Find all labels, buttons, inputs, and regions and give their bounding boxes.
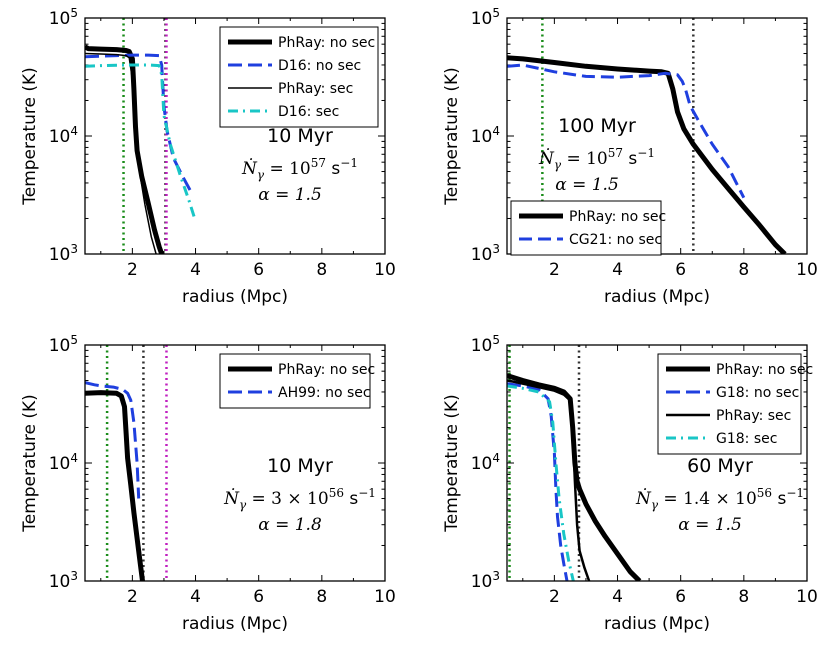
y-tick-label: 103 — [471, 242, 500, 265]
annotation-alpha: α = 1.5 — [258, 185, 322, 205]
series-line-phray-no-sec — [85, 390, 145, 581]
series-line-phray-no-sec — [507, 55, 787, 254]
x-tick-label: 2 — [549, 587, 560, 607]
legend-entry: CG21: no sec — [569, 232, 662, 248]
x-tick-label: 4 — [612, 587, 623, 607]
annotation-time: 10 Myr — [267, 455, 333, 477]
annotation-time: 10 Myr — [267, 125, 333, 147]
series-line-g18-no-sec — [507, 382, 569, 581]
annotation-rate: Ṅγ = 1057 s−1 — [241, 156, 358, 182]
plot-frame — [84, 17, 386, 255]
y-tick-label: 104 — [49, 451, 78, 474]
x-tick-label: 6 — [253, 260, 264, 280]
plot-area — [85, 345, 168, 581]
annotation-alpha: α = 1.8 — [258, 515, 322, 535]
y-tick-label: 104 — [471, 124, 500, 147]
plot-frame — [84, 344, 386, 582]
plot-area — [507, 345, 642, 581]
series-line-phray-sec — [507, 379, 591, 581]
legend-entry: G18: sec — [716, 431, 777, 447]
x-tick-label: 2 — [127, 260, 138, 280]
series-line-cg21-no-sec — [507, 63, 746, 199]
chart-panel-bottom-right: 2 4 6 8 10 103 104 105 radius (Mpc) Temperature (… — [442, 333, 818, 634]
series-line-phray-no-sec — [507, 373, 642, 581]
annotation-alpha: α = 1.5 — [555, 175, 619, 195]
annotation-rate: Ṅγ = 3 × 1056 s−1 — [223, 486, 376, 512]
legend-entry: AH99: no sec — [278, 385, 371, 401]
x-tick-label: 10 — [796, 260, 818, 280]
x-tick-label: 6 — [675, 260, 686, 280]
y-axis-label: Temperature (K) — [442, 67, 462, 206]
x-tick-label: 6 — [675, 587, 686, 607]
y-axis-label: Temperature (K) — [20, 394, 40, 533]
legend: PhRay: no sec G18: no sec PhRay: sec G18: s… — [657, 353, 813, 455]
plot-area — [507, 18, 787, 254]
x-tick-label: 8 — [316, 587, 327, 607]
legend-entry: PhRay: no sec — [278, 362, 375, 378]
x-tick-label: 8 — [738, 260, 749, 280]
y-tick-label: 104 — [49, 124, 78, 147]
annotation-time: 60 Myr — [687, 455, 753, 477]
x-tick-label: 10 — [374, 260, 396, 280]
annotation-alpha: α = 1.5 — [678, 515, 742, 535]
annotation: 10 Myr Ṅγ = 1057 s−1 α = 1.5 — [241, 125, 358, 205]
y-tick-label: 105 — [471, 333, 500, 356]
series-line-ah99-no-sec — [85, 381, 141, 499]
y-tick-label: 103 — [49, 569, 78, 592]
x-tick-label: 4 — [190, 260, 201, 280]
legend-entry: PhRay: sec — [278, 81, 353, 97]
x-axis-label: radius (Mpc) — [182, 287, 288, 307]
legend-entry: PhRay: no sec — [278, 35, 375, 51]
chart-panel-bottom-left: 2 4 6 8 10 103 104 105 radius (Mpc) Temperature (… — [20, 333, 396, 634]
legend-box — [510, 200, 662, 256]
y-axis-label: Temperature (K) — [20, 67, 40, 206]
annotation: 100 Myr Ṅγ = 1057 s−1 α = 1.5 — [538, 115, 655, 195]
legend: PhRay: no sec CG21: no sec — [510, 200, 666, 256]
chart-panel-top-left: 2 4 6 8 10 103 104 105 radius (Mpc) Temperature (… — [20, 6, 396, 307]
x-axis-label: radius (Mpc) — [182, 614, 288, 634]
x-tick-label: 8 — [316, 260, 327, 280]
y-tick-label: 104 — [471, 451, 500, 474]
x-tick-label: 4 — [190, 587, 201, 607]
chart-panel-top-right: 2 4 6 8 10 103 104 105 radius (Mpc) Temperature (… — [442, 6, 818, 307]
annotation-rate: Ṅγ = 1057 s−1 — [538, 146, 655, 172]
annotation-rate: Ṅγ = 1.4 × 1056 s−1 — [635, 486, 804, 512]
legend-entry: D16: no sec — [278, 58, 361, 74]
annotation: 60 Myr Ṅγ = 1.4 × 1056 s−1 α = 1.5 — [635, 455, 804, 535]
y-tick-label: 103 — [49, 242, 78, 265]
series-line-phray-no-sec — [85, 44, 165, 254]
x-tick-label: 10 — [374, 587, 396, 607]
series-line-phray-sec — [85, 52, 157, 254]
legend: PhRay: no sec D16: no sec PhRay: sec D16: s… — [219, 26, 379, 128]
y-tick-label: 105 — [49, 333, 78, 356]
annotation-time: 100 Myr — [558, 115, 636, 137]
annotation: 10 Myr Ṅγ = 3 × 1056 s−1 α = 1.8 — [223, 455, 376, 535]
legend-entry: PhRay: no sec — [569, 209, 666, 225]
series-line-g18-sec — [507, 384, 575, 581]
plot-area — [85, 18, 197, 254]
plot-frame — [506, 344, 808, 582]
y-tick-label: 105 — [471, 6, 500, 29]
legend: PhRay: no sec AH99: no sec — [219, 353, 375, 409]
x-tick-label: 6 — [253, 587, 264, 607]
x-tick-label: 10 — [796, 587, 818, 607]
x-axis-label: radius (Mpc) — [604, 614, 710, 634]
x-tick-label: 2 — [127, 587, 138, 607]
x-tick-label: 4 — [612, 260, 623, 280]
legend-box — [219, 353, 371, 409]
legend-entry: PhRay: no sec — [716, 362, 813, 378]
legend-entry: D16: sec — [278, 104, 339, 120]
x-tick-label: 8 — [738, 587, 749, 607]
legend-entry: G18: no sec — [716, 385, 799, 401]
y-tick-label: 105 — [49, 6, 78, 29]
x-axis-label: radius (Mpc) — [604, 287, 710, 307]
y-axis-label: Temperature (K) — [442, 394, 462, 533]
y-tick-label: 103 — [471, 569, 500, 592]
series-line-d16-no-sec — [85, 53, 194, 196]
series-line-d16-sec — [85, 63, 197, 222]
legend-entry: PhRay: sec — [716, 408, 791, 424]
x-tick-label: 2 — [549, 260, 560, 280]
